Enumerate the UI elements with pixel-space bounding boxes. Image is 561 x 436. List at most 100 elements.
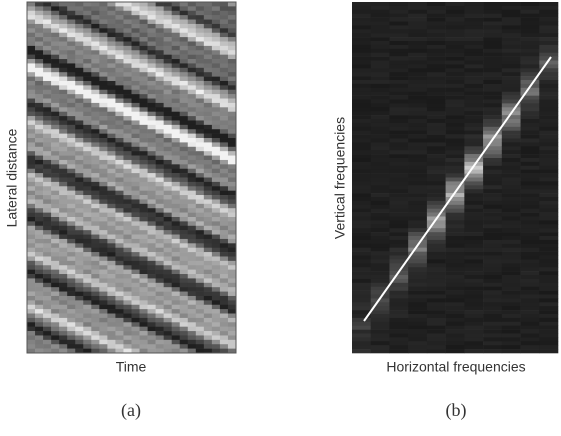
pixel bbox=[180, 256, 188, 261]
pixel bbox=[67, 296, 75, 301]
pixel bbox=[408, 174, 427, 178]
pixel bbox=[483, 10, 502, 14]
pixel bbox=[27, 28, 35, 33]
pixel bbox=[148, 322, 156, 327]
pixel bbox=[172, 24, 180, 29]
pixel bbox=[172, 50, 180, 55]
pixel bbox=[464, 306, 483, 310]
pixel bbox=[99, 226, 107, 231]
pixel bbox=[51, 120, 59, 125]
pixel bbox=[164, 59, 172, 64]
pixel bbox=[156, 15, 164, 20]
pixel bbox=[59, 46, 67, 51]
pixel bbox=[148, 129, 156, 134]
pixel bbox=[27, 77, 35, 82]
pixel bbox=[464, 18, 483, 22]
pixel bbox=[35, 243, 43, 248]
pixel bbox=[51, 63, 59, 68]
pixel bbox=[123, 68, 131, 73]
pixel bbox=[539, 318, 558, 322]
pixel bbox=[427, 201, 446, 205]
pixel bbox=[212, 318, 220, 323]
pixel bbox=[180, 94, 188, 99]
pixel bbox=[107, 278, 115, 283]
pixel bbox=[389, 127, 408, 131]
pixel bbox=[371, 123, 390, 127]
pixel bbox=[172, 72, 180, 77]
pixel bbox=[140, 55, 148, 60]
pixel bbox=[75, 327, 83, 332]
pixel bbox=[123, 213, 131, 218]
pixel bbox=[115, 72, 123, 77]
pixel bbox=[539, 72, 558, 76]
pixel bbox=[91, 129, 99, 134]
pixel bbox=[220, 226, 228, 231]
pixel bbox=[35, 261, 43, 266]
pixel bbox=[371, 252, 390, 256]
pixel bbox=[115, 278, 123, 283]
pixel bbox=[67, 77, 75, 82]
pixel bbox=[483, 291, 502, 295]
pixel bbox=[156, 270, 164, 275]
pixel bbox=[27, 340, 35, 345]
pixel bbox=[99, 243, 107, 248]
pixel bbox=[502, 318, 521, 322]
pixel bbox=[140, 283, 148, 288]
pixel bbox=[483, 107, 502, 111]
pixel bbox=[172, 46, 180, 51]
pixel bbox=[99, 278, 107, 283]
pixel bbox=[75, 46, 83, 51]
pixel bbox=[140, 300, 148, 305]
pixel bbox=[67, 235, 75, 240]
pixel bbox=[427, 259, 446, 263]
pixel bbox=[75, 287, 83, 292]
pixel bbox=[35, 199, 43, 204]
pixel bbox=[107, 2, 115, 7]
pixel bbox=[446, 131, 465, 135]
pixel bbox=[156, 195, 164, 200]
pixel bbox=[371, 205, 390, 209]
pixel bbox=[180, 292, 188, 297]
pixel bbox=[35, 270, 43, 275]
pixel bbox=[521, 322, 540, 326]
pixel bbox=[483, 119, 502, 123]
pixel bbox=[43, 142, 51, 147]
pixel bbox=[502, 341, 521, 345]
pixel bbox=[67, 261, 75, 266]
pixel bbox=[43, 20, 51, 25]
pixel bbox=[107, 112, 115, 117]
pixel bbox=[539, 88, 558, 92]
pixel bbox=[212, 235, 220, 240]
pixel bbox=[212, 156, 220, 161]
pixel bbox=[107, 173, 115, 178]
pixel bbox=[389, 45, 408, 49]
pixel bbox=[107, 33, 115, 38]
pixel bbox=[196, 63, 204, 68]
pixel bbox=[132, 322, 140, 327]
pixel bbox=[35, 94, 43, 99]
pixel bbox=[148, 261, 156, 266]
pixel bbox=[51, 226, 59, 231]
pixel bbox=[156, 213, 164, 218]
pixel bbox=[464, 224, 483, 228]
pixel bbox=[427, 33, 446, 37]
pixel bbox=[43, 41, 51, 46]
pixel bbox=[389, 115, 408, 119]
pixel bbox=[132, 296, 140, 301]
pixel bbox=[115, 112, 123, 117]
pixel bbox=[115, 173, 123, 178]
pixel bbox=[123, 59, 131, 64]
pixel bbox=[408, 142, 427, 146]
pixel bbox=[27, 256, 35, 261]
pixel bbox=[196, 46, 204, 51]
pixel bbox=[35, 213, 43, 218]
pixel bbox=[502, 189, 521, 193]
pixel bbox=[521, 107, 540, 111]
pixel bbox=[228, 199, 236, 204]
pixel bbox=[180, 213, 188, 218]
pixel bbox=[164, 178, 172, 183]
pixel bbox=[99, 327, 107, 332]
pixel bbox=[228, 274, 236, 279]
pixel bbox=[83, 230, 91, 235]
pixel bbox=[352, 337, 371, 341]
